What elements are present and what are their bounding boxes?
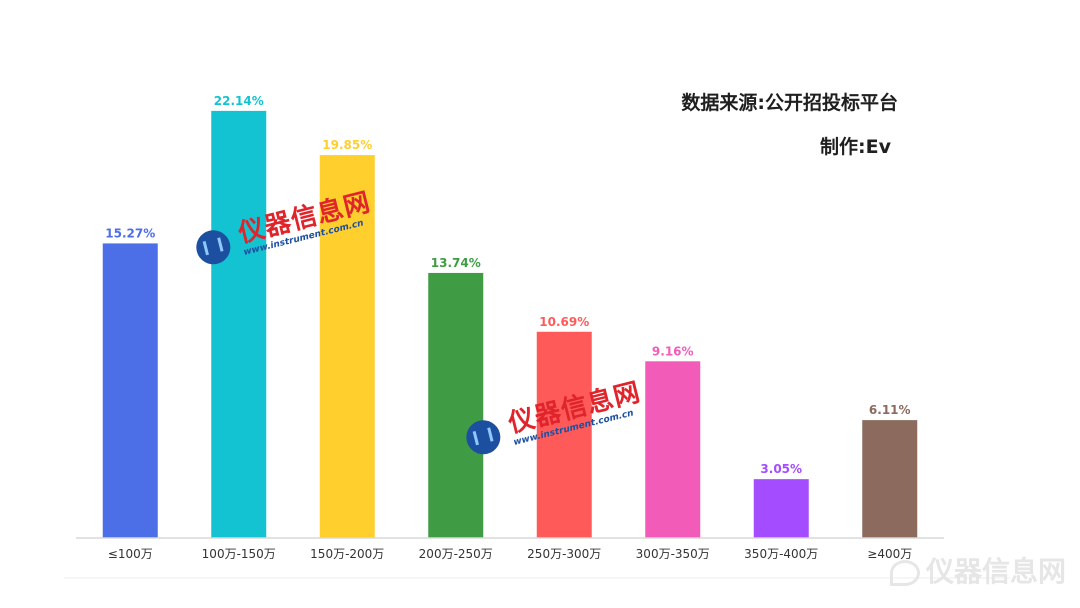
bar-5 bbox=[536, 331, 592, 538]
x-tick-label: ≥400万 bbox=[867, 547, 912, 561]
x-tick-label: ≤100万 bbox=[108, 547, 153, 561]
x-tick-label: 350万-400万 bbox=[744, 547, 818, 561]
bar-value-label: 3.05% bbox=[760, 462, 802, 476]
bar-3 bbox=[319, 155, 375, 538]
corner-watermark: 仪器信息网 bbox=[889, 550, 1066, 590]
bar-6 bbox=[645, 361, 701, 538]
bar-1 bbox=[102, 243, 158, 538]
watermark-logo-icon bbox=[192, 226, 234, 268]
corner-watermark-text: 仪器信息网 bbox=[925, 555, 1066, 588]
bar-value-label: 22.14% bbox=[214, 94, 264, 108]
bar-4 bbox=[428, 272, 484, 538]
bars-group bbox=[102, 110, 918, 538]
bar-value-label: 6.11% bbox=[869, 403, 911, 417]
watermark-logo-icon bbox=[462, 416, 504, 458]
author-note: 制作:Ev bbox=[820, 136, 891, 158]
bar-8 bbox=[862, 420, 918, 538]
x-tick-label: 250万-300万 bbox=[527, 547, 601, 561]
value-labels-group: 15.27% 22.14% 19.85% 13.74% 10.69% 9.16% 3.05%… bbox=[105, 94, 910, 476]
x-tick-labels-group: ≤100万 100万-150万 150万-200万 200万-250万 250万-300… bbox=[108, 547, 912, 561]
x-tick-label: 100万-150万 bbox=[202, 547, 276, 561]
bar-value-label: 9.16% bbox=[652, 344, 694, 358]
x-tick-label: 150万-200万 bbox=[310, 547, 384, 561]
x-tick-label: 200万-250万 bbox=[419, 547, 493, 561]
data-source-note: 数据来源:公开招投标平台 bbox=[681, 92, 898, 114]
bar-value-label: 13.74% bbox=[431, 256, 481, 270]
corner-watermark-logo-icon bbox=[889, 560, 920, 586]
bar-value-label: 19.85% bbox=[322, 138, 372, 152]
bar-7 bbox=[753, 479, 809, 538]
x-tick-label: 300万-350万 bbox=[636, 547, 710, 561]
bar-value-label: 10.69% bbox=[539, 315, 589, 329]
bar-2 bbox=[211, 110, 267, 538]
bar-value-label: 15.27% bbox=[105, 226, 155, 240]
